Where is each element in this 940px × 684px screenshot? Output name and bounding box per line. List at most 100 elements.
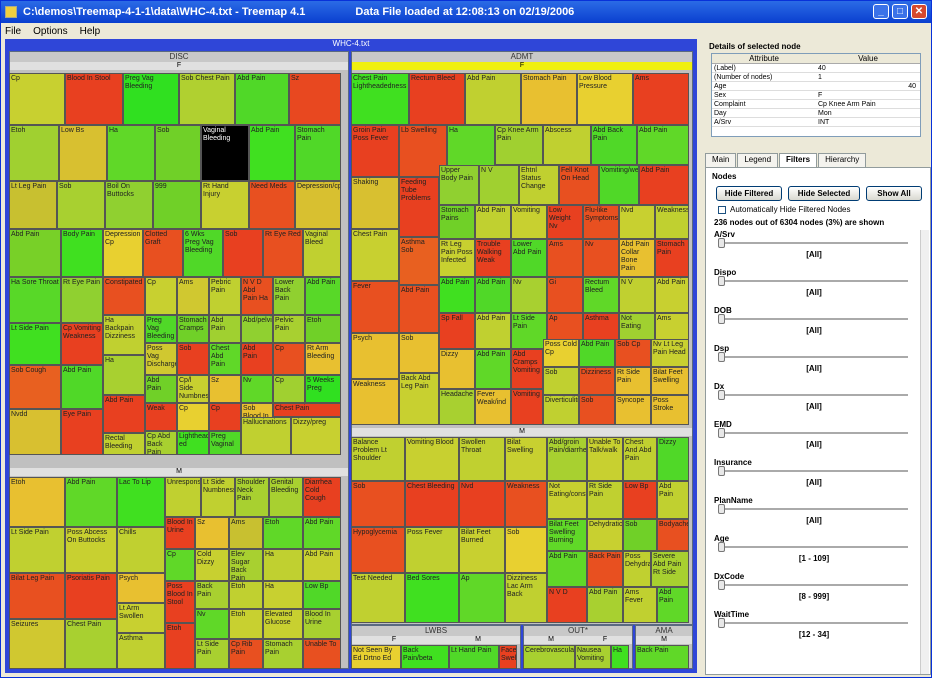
treemap-cell[interactable]: Nv Lt Leg Pain Head: [651, 339, 689, 367]
treemap-cell[interactable]: Clotted Graft: [143, 229, 183, 277]
treemap-cell[interactable]: Nv: [241, 375, 273, 403]
treemap-cell[interactable]: Sp Fall: [439, 313, 475, 349]
treemap-cell[interactable]: Swollen Throat: [459, 437, 505, 481]
treemap-cell[interactable]: Cp: [273, 375, 305, 403]
treemap-cell[interactable]: Chest Bleeding: [405, 481, 459, 527]
filter-slider-track[interactable]: [718, 584, 908, 586]
treemap-cell[interactable]: Weak: [145, 403, 177, 431]
title-bar[interactable]: C:\demos\Treemap-4-1-1\data\WHC-4.txt - …: [1, 1, 931, 23]
treemap-cell[interactable]: Headache: [439, 389, 475, 425]
treemap-cell[interactable]: Lower Back Pain: [273, 277, 305, 315]
treemap-cell[interactable]: Sob: [223, 229, 263, 277]
treemap-cell[interactable]: Chills: [117, 527, 165, 573]
treemap-cell[interactable]: Dizzy: [439, 349, 475, 389]
filter-slider-thumb[interactable]: [718, 276, 725, 286]
treemap-cell[interactable]: Dizziness: [579, 367, 615, 395]
treemap-cell[interactable]: Abd Pain: [235, 73, 289, 125]
treemap-cell[interactable]: Face Swell: [499, 645, 517, 669]
treemap-cell[interactable]: N V: [479, 165, 519, 205]
treemap-cell[interactable]: Chest And Abd Pain: [623, 437, 657, 481]
treemap-cell[interactable]: Poss Fever: [405, 527, 459, 573]
treemap-cell[interactable]: Rt Eye Pain: [61, 277, 103, 323]
treemap-cell[interactable]: Vomiting Blood: [405, 437, 459, 481]
treemap-cell[interactable]: Rt Eye Red: [263, 229, 303, 277]
treemap-cell[interactable]: Bilat Swelling: [505, 437, 547, 481]
treemap-cell[interactable]: Shaking: [351, 177, 399, 229]
treemap-cell[interactable]: Cp: [145, 277, 177, 315]
treemap-cell[interactable]: Cp Knee Arm Pain: [495, 125, 543, 165]
treemap-cell[interactable]: Lt Leg Pain: [9, 181, 57, 229]
treemap-cell[interactable]: Low Blood Pressure: [577, 73, 633, 125]
treemap-cell[interactable]: Lower Abd Pain: [511, 239, 547, 277]
treemap-cell[interactable]: Seizures: [9, 619, 65, 669]
treemap-cell[interactable]: Vaginal Bleeding: [201, 125, 249, 181]
treemap-cell[interactable]: Low Bs: [59, 125, 107, 181]
filter-slider-track[interactable]: [718, 470, 908, 472]
treemap-cell[interactable]: Abd Pain: [103, 395, 145, 433]
attribute-row[interactable]: (Number of nodes) 1: [712, 73, 920, 82]
treemap-cell[interactable]: Preg Vaginal: [209, 431, 241, 455]
treemap-cell[interactable]: Psych: [117, 573, 165, 603]
treemap-cell[interactable]: Cp: [177, 403, 209, 431]
treemap-cell[interactable]: 6 Wks Preg Vag Bleeding: [183, 229, 223, 277]
treemap-cell[interactable]: Sob: [399, 333, 439, 373]
menu-help[interactable]: Help: [79, 25, 101, 37]
minimize-button[interactable]: _: [873, 4, 889, 19]
treemap-cell[interactable]: Back Abd Leg Pain: [399, 373, 439, 425]
treemap-cell[interactable]: Dehydration: [587, 519, 623, 551]
treemap-cell[interactable]: Abd Pain: [303, 549, 341, 581]
treemap-cell[interactable]: Abscess: [543, 125, 591, 165]
treemap-cell[interactable]: Upper Body Pain: [439, 165, 479, 205]
treemap-cell[interactable]: Back Pain: [587, 551, 623, 587]
treemap-cell[interactable]: Back Pain: [195, 581, 229, 609]
attribute-row[interactable]: Sex F: [712, 91, 920, 100]
treemap-cell[interactable]: Fell Knot On Head: [559, 165, 599, 205]
treemap-cell[interactable]: Abd Pain: [655, 277, 689, 313]
treemap-cell[interactable]: Asthma Sob: [399, 237, 439, 285]
treemap-cell[interactable]: Etoh: [165, 623, 195, 669]
filter-slider-track[interactable]: [718, 546, 908, 548]
treemap-cell[interactable]: Abd Pain: [241, 343, 273, 375]
filter-slider-thumb[interactable]: [718, 390, 725, 400]
treemap-cell[interactable]: Bed Sores: [405, 573, 459, 623]
treemap-cell[interactable]: Ha Sore Throat: [9, 277, 61, 323]
treemap-cell[interactable]: Preg Vag Bleeding: [123, 73, 179, 125]
treemap-cell[interactable]: Sob: [623, 519, 657, 551]
treemap-cell[interactable]: Ha: [611, 645, 629, 669]
treemap-cell[interactable]: Abd Back Pain: [591, 125, 637, 165]
treemap-cell[interactable]: Unresponsive: [165, 477, 201, 517]
treemap-cell[interactable]: Nv: [195, 609, 229, 639]
treemap-cell[interactable]: Bilat Feet Burned: [459, 527, 505, 573]
treemap-cell[interactable]: Lighthead ed: [177, 431, 209, 455]
treemap-cell[interactable]: Poss Vag Discharge: [145, 343, 177, 375]
treemap-cell[interactable]: Sob: [57, 181, 105, 229]
hide-filtered-button[interactable]: Hide Filtered: [716, 186, 782, 201]
treemap-cell[interactable]: Poss Abcess On Buttocks: [65, 527, 117, 573]
treemap-cell[interactable]: Abd Pain: [547, 551, 587, 587]
filter-slider-track[interactable]: [718, 318, 908, 320]
tab-hierarchy[interactable]: Hierarchy: [818, 153, 867, 167]
treemap-cell[interactable]: Ehtnl Status Change: [519, 165, 559, 205]
treemap-cell[interactable]: Not Eating/constipation: [547, 481, 587, 519]
treemap-cell[interactable]: Asthma: [117, 633, 165, 669]
treemap-cell[interactable]: Stomach Cramps: [177, 315, 209, 343]
treemap-cell[interactable]: Nv: [583, 239, 619, 277]
treemap-cell[interactable]: Stomach Pain: [521, 73, 577, 125]
treemap-cell[interactable]: Lt Side Numbness: [201, 477, 235, 517]
treemap-cell[interactable]: Vomiting: [511, 205, 547, 239]
close-button[interactable]: ✕: [911, 4, 927, 19]
treemap-cell[interactable]: Bodyaches: [657, 519, 689, 551]
treemap-cell[interactable]: Stomach Pains: [439, 205, 475, 239]
treemap-cell[interactable]: Rectum Bleed: [409, 73, 465, 125]
treemap-cell[interactable]: Shoulder Neck Pain: [235, 477, 269, 517]
treemap-cell[interactable]: Abd Pain: [637, 125, 689, 165]
treemap-cell[interactable]: Sob: [505, 527, 547, 573]
treemap-cell[interactable]: Etoh: [229, 609, 263, 639]
treemap-cell[interactable]: Diarrhea Cold Cough: [303, 477, 341, 517]
treemap-cell[interactable]: Syncope: [615, 395, 651, 425]
treemap-cell[interactable]: Sob: [177, 343, 209, 375]
treemap-cell[interactable]: Cp/l Side Numbness: [177, 375, 209, 403]
treemap-cell[interactable]: Rectum Bleed: [583, 277, 619, 313]
treemap-cell[interactable]: Weakness: [655, 205, 689, 239]
treemap-cell[interactable]: Cp: [165, 549, 195, 581]
